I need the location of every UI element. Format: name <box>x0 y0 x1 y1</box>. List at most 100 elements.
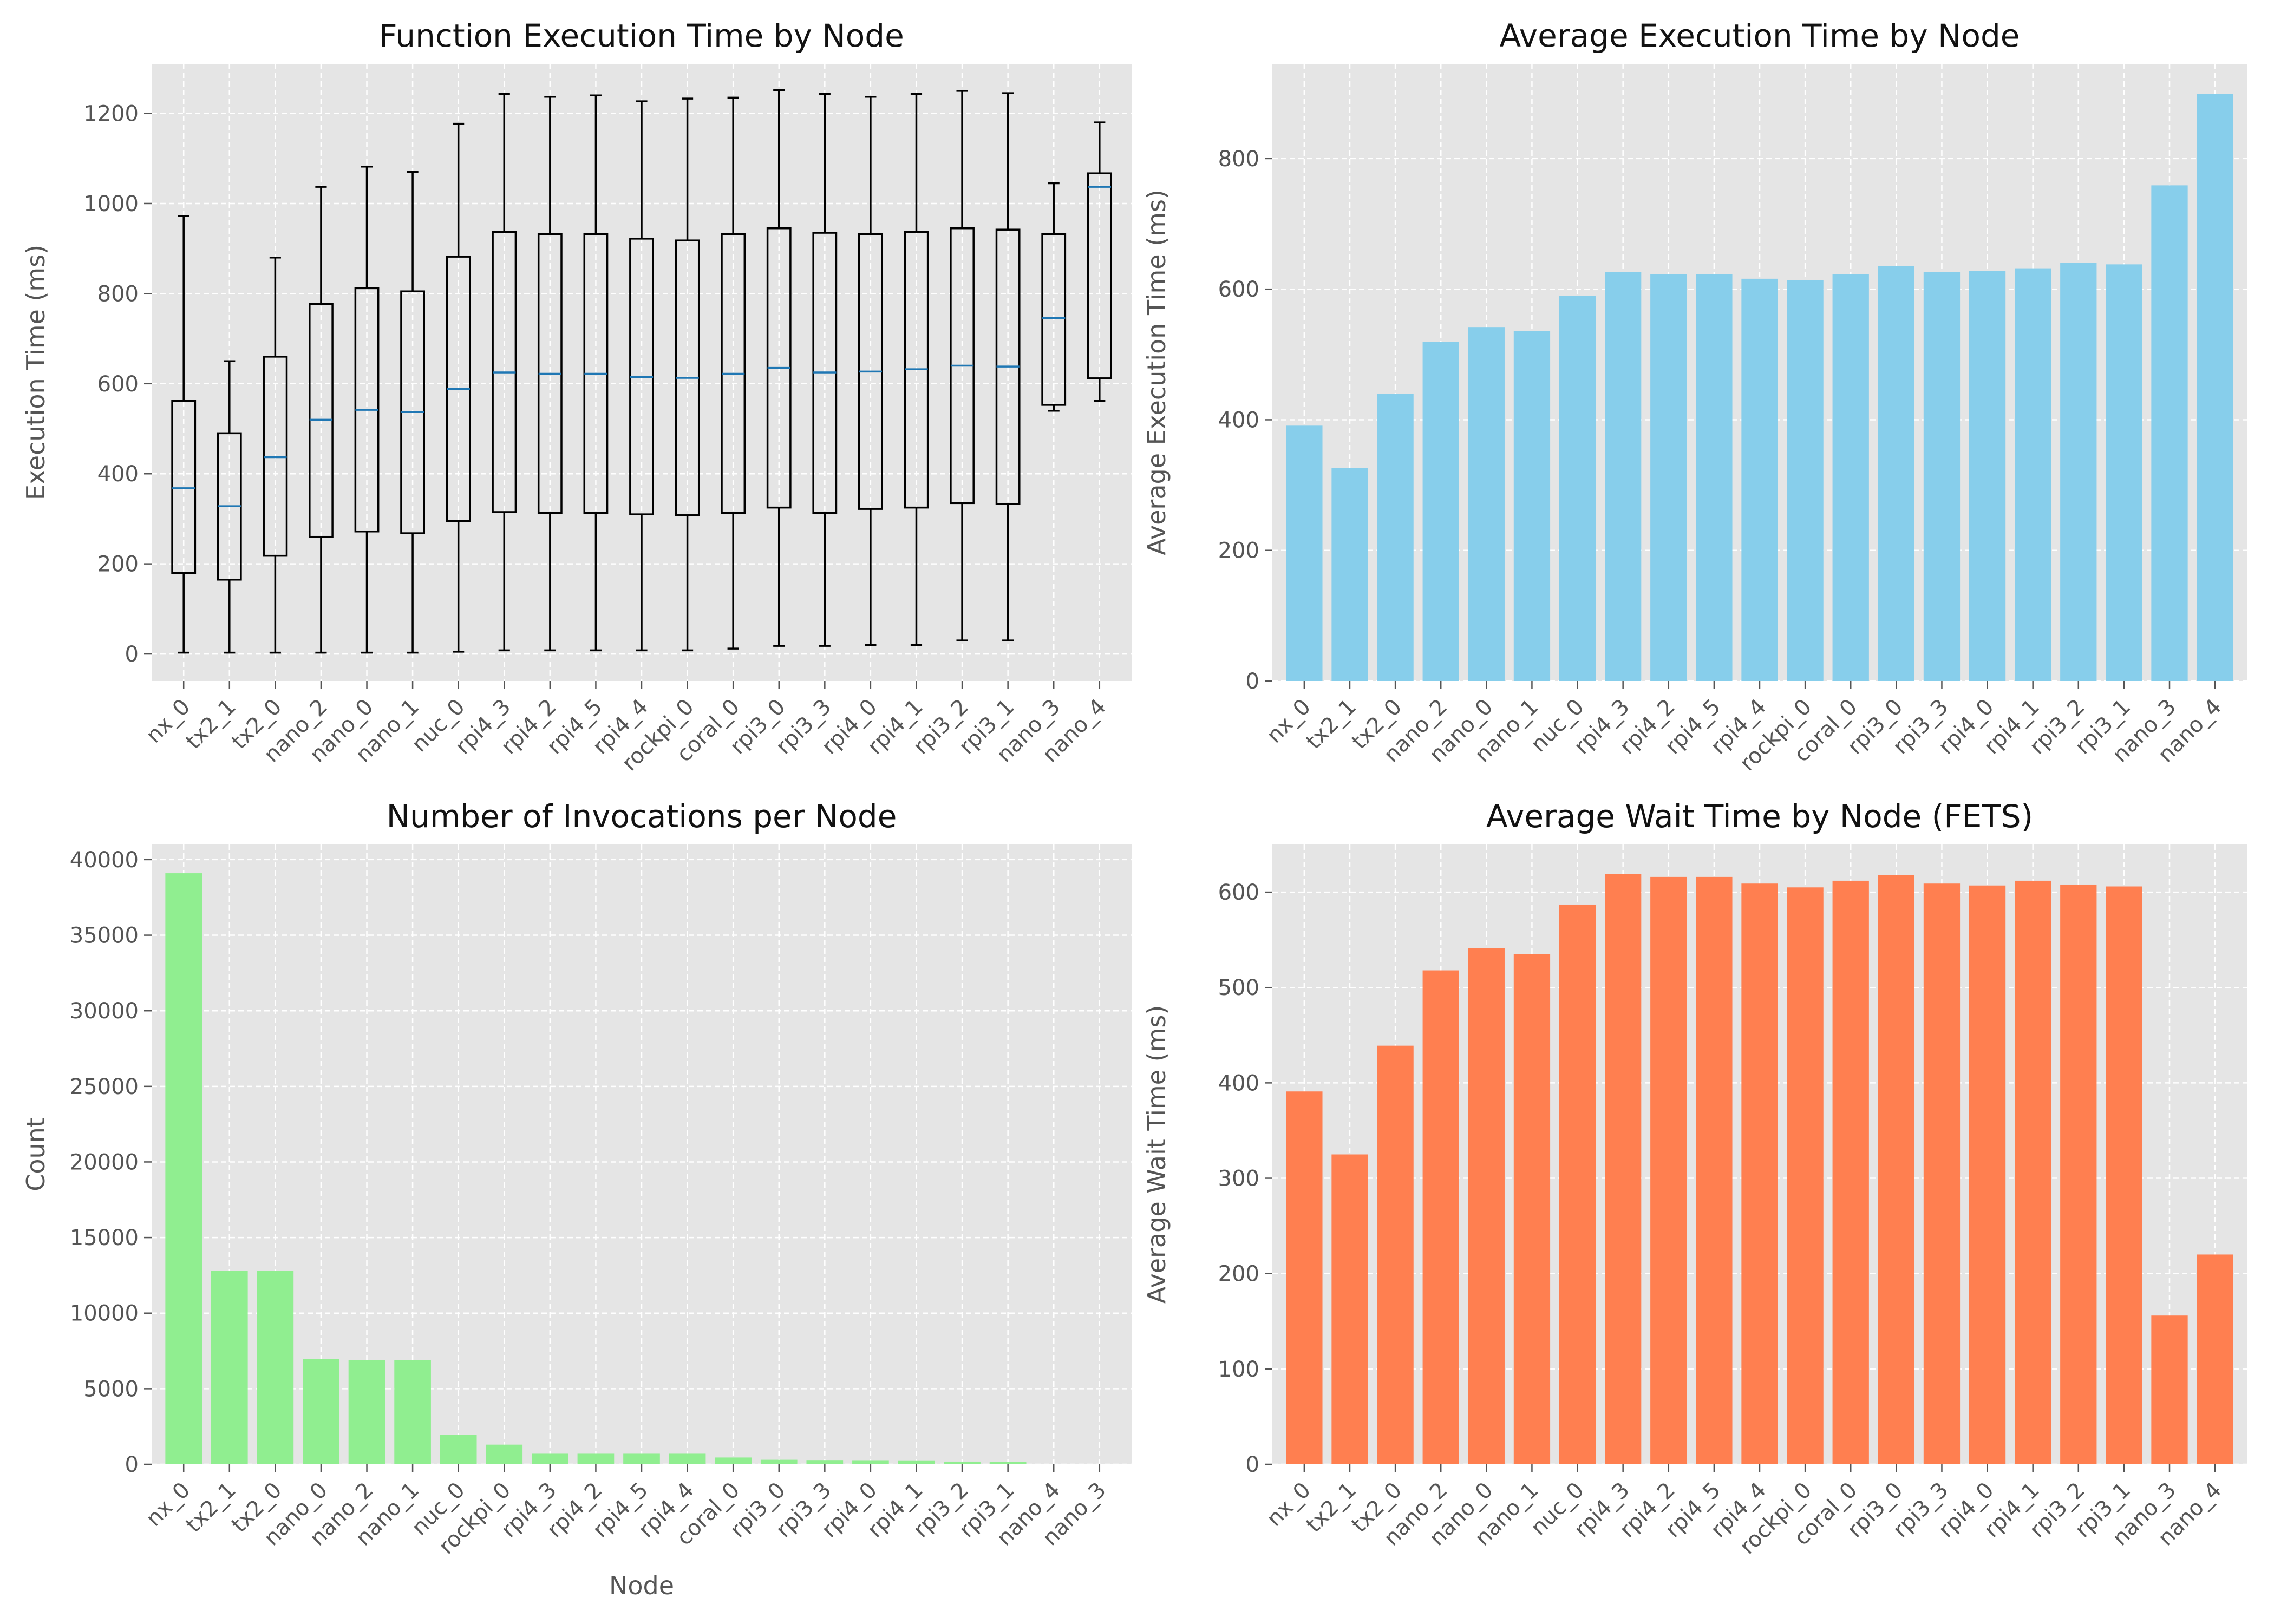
bar-rpi4-4 <box>1741 883 1778 1464</box>
y-tick-label: 35000 <box>70 924 139 948</box>
x-tick-label: tx2_1 <box>181 695 240 754</box>
y-tick-label: 15000 <box>70 1226 139 1250</box>
bar-rpi4-1 <box>898 1460 935 1464</box>
y-axis-label: Average Execution Time (ms) <box>1142 189 1171 555</box>
bar-tx2-1 <box>211 1271 248 1464</box>
bar-nano-1 <box>1513 331 1551 681</box>
bar-tx2-0 <box>257 1271 294 1464</box>
x-axis-label: Node <box>609 1571 674 1600</box>
bar-rpi4-5 <box>623 1453 660 1464</box>
bar-tx2-1 <box>1331 468 1368 681</box>
bar-nano-1 <box>1513 954 1551 1464</box>
y-tick-label: 300 <box>1218 1167 1259 1191</box>
y-tick-label: 40000 <box>70 848 139 873</box>
y-tick-label: 200 <box>1218 539 1259 564</box>
y-tick-label: 400 <box>97 462 139 487</box>
bar-rpi4-5 <box>1696 876 1733 1464</box>
y-tick-label: 5000 <box>83 1377 139 1402</box>
bar-nano-0 <box>1468 327 1505 681</box>
box-rpi4-0 <box>858 95 883 646</box>
bar-nano-2 <box>1422 970 1459 1464</box>
box-rpi3-0 <box>766 89 792 647</box>
bar-nano-2 <box>348 1360 385 1464</box>
bar-rpi4-0 <box>1969 271 2006 681</box>
box-rpi4-5 <box>583 94 609 652</box>
bar-coral-0 <box>715 1457 752 1464</box>
box-nano-2 <box>309 186 334 654</box>
chart-title: Average Wait Time by Node (FETS) <box>1486 798 2033 835</box>
bar-rpi4-3 <box>532 1453 568 1464</box>
bar-rpi3-0 <box>1878 875 1914 1464</box>
box-rpi4-4 <box>629 100 654 652</box>
y-tick-label: 600 <box>97 372 139 397</box>
bar-rockpi-0 <box>1787 887 1824 1464</box>
bar-tx2-0 <box>1377 1045 1414 1464</box>
chart-title: Average Execution Time by Node <box>1500 17 2020 54</box>
bar-rpi3-1 <box>2106 264 2142 681</box>
bar-nano-1 <box>394 1360 431 1464</box>
bar-rpi3-0 <box>760 1459 798 1464</box>
bar-nuc-0 <box>1559 296 1596 681</box>
y-tick-label: 0 <box>1246 1452 1259 1477</box>
bar-rpi4-1 <box>2015 268 2051 682</box>
panel-average-execution-bar-chart: 0200400600800nx_0tx2_1tx2_0nano_2nano_0n… <box>1142 17 2247 776</box>
y-tick-label: 100 <box>1218 1357 1259 1382</box>
plot-area <box>152 844 1132 1464</box>
y-tick-label: 200 <box>97 552 139 577</box>
bar-rpi4-0 <box>852 1460 889 1464</box>
panel-execution-box-plot: 020040060080010001200nx_0tx2_1tx2_0nano_… <box>21 17 1132 776</box>
bar-rpi4-4 <box>1741 278 1778 681</box>
y-tick-label: 800 <box>1218 147 1259 172</box>
bar-rpi3-3 <box>1923 272 1961 681</box>
panel-invocations-bar-chart: 0 5000 10000 15000 20000 25000 30000 35000 40000… <box>21 798 1132 1600</box>
box-iqr <box>1041 233 1067 406</box>
bar-nx-0 <box>1286 1091 1323 1464</box>
y-tick-label: 600 <box>1218 277 1259 302</box>
y-tick-label: 0 <box>125 1452 139 1477</box>
bar-rpi4-2 <box>1650 274 1687 681</box>
y-tick-label: 25000 <box>70 1075 139 1099</box>
x-tick-label: tx2_1 <box>1302 1478 1361 1537</box>
bar-nano-3 <box>2151 185 2188 681</box>
bar-tx2-1 <box>1331 1154 1368 1464</box>
box-iqr <box>171 400 197 574</box>
chart-title: Number of Invocations per Node <box>387 798 897 835</box>
y-tick-label: 1000 <box>83 192 139 217</box>
box-nano-3 <box>1041 182 1067 412</box>
box-rpi4-3 <box>492 93 517 652</box>
x-tick-label: tx2_1 <box>181 1478 240 1537</box>
bar-nano-4 <box>2197 94 2233 681</box>
y-tick-label: 400 <box>1218 408 1259 433</box>
y-tick-label: 20000 <box>70 1150 139 1175</box>
bar-nx-0 <box>1286 425 1323 681</box>
box-rpi4-2 <box>537 95 563 652</box>
bar-rpi3-2 <box>2060 263 2097 681</box>
y-tick-label: 400 <box>1218 1071 1259 1096</box>
bar-rpi4-0 <box>1969 885 2006 1464</box>
box-rockpi-0 <box>675 97 700 652</box>
bar-nano-4 <box>2197 1254 2233 1464</box>
bar-coral-0 <box>1832 880 1869 1464</box>
bar-rpi4-2 <box>1650 876 1687 1464</box>
box-tx2-1 <box>217 360 242 654</box>
bar-rockpi-0 <box>1787 280 1824 681</box>
panel-wait-time-bar-chart: 0100200300400500600nx_0tx2_1tx2_0nano_2n… <box>1142 798 2247 1559</box>
bar-rpi4-2 <box>577 1453 615 1464</box>
bar-rpi3-3 <box>806 1460 844 1464</box>
bar-rpi3-2 <box>2060 884 2097 1464</box>
bar-rpi3-1 <box>989 1462 1027 1464</box>
y-tick-label: 30000 <box>70 999 139 1024</box>
y-tick-label: 800 <box>97 281 139 306</box>
y-tick-label: 0 <box>1246 669 1259 694</box>
box-coral-0 <box>721 96 746 650</box>
y-axis-label: Count <box>21 1117 50 1191</box>
bar-rpi4-4 <box>669 1453 706 1464</box>
y-tick-label: 500 <box>1218 975 1259 1000</box>
y-axis-label: Average Wait Time (ms) <box>1142 1005 1171 1304</box>
box-rpi3-1 <box>995 92 1021 641</box>
bar-rpi4-3 <box>1605 874 1642 1464</box>
bar-nano-2 <box>1422 342 1459 681</box>
box-rpi4-1 <box>904 93 929 646</box>
box-iqr <box>1087 172 1112 379</box>
